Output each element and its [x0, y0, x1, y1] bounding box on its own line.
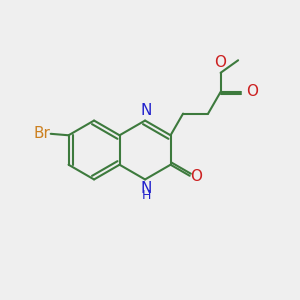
Text: O: O [214, 55, 226, 70]
Text: O: O [190, 169, 202, 184]
Text: N: N [141, 181, 152, 196]
Text: O: O [247, 84, 259, 99]
Text: H: H [142, 189, 151, 202]
Text: N: N [141, 103, 152, 118]
Text: Br: Br [33, 126, 50, 141]
